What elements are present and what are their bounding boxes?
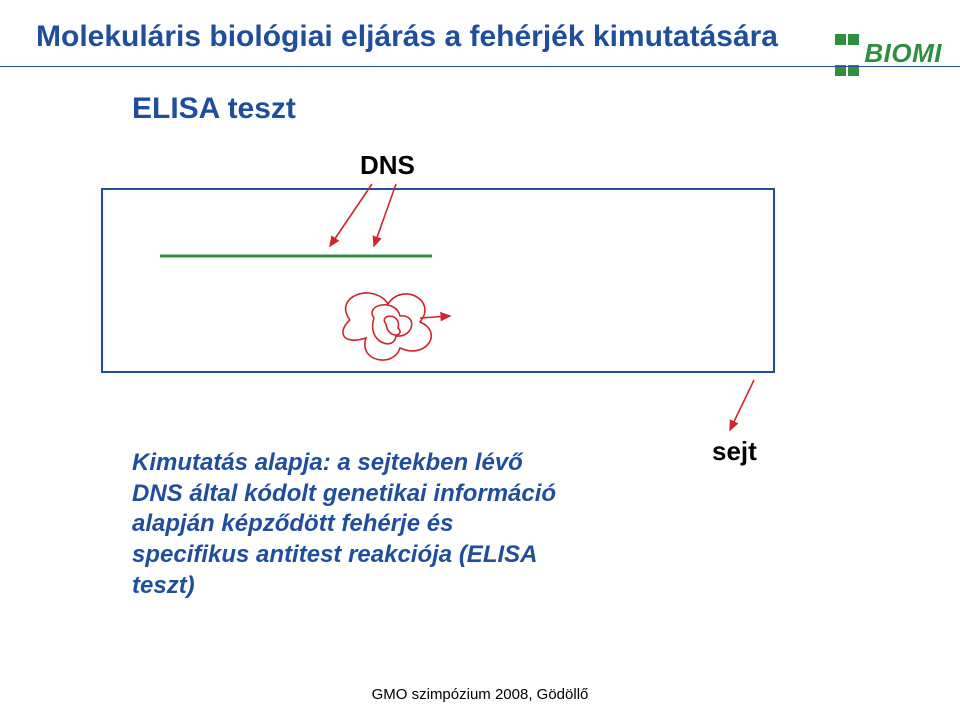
diagram-svg [0,0,960,717]
arrow-cell [730,380,754,430]
cell-rect [102,189,774,372]
